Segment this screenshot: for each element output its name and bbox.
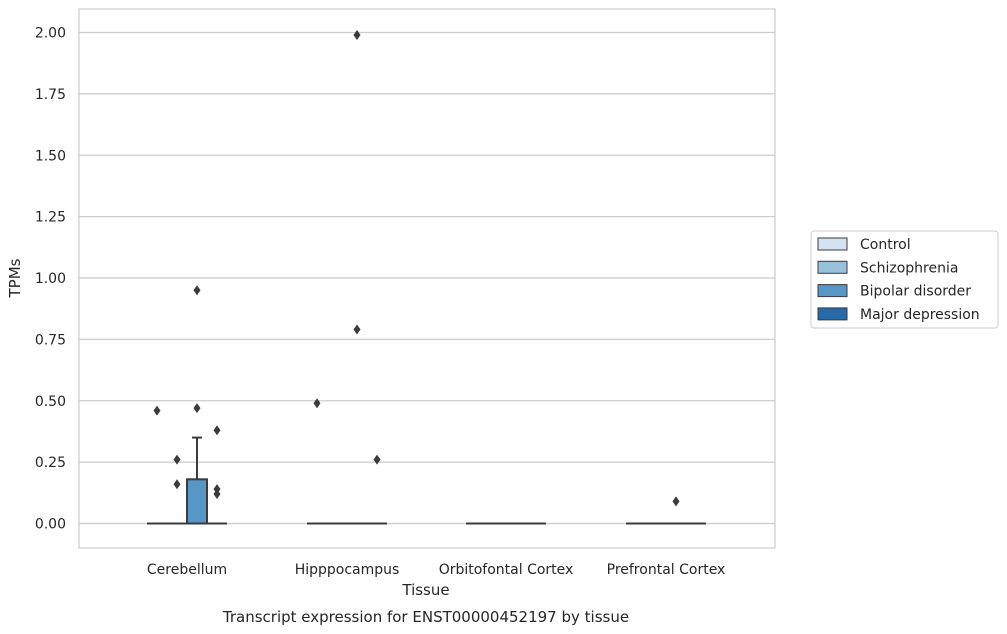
box-2-1 (347, 29, 367, 525)
box-3-0 (207, 425, 227, 525)
legend-swatch (817, 260, 848, 274)
box-0-0 (147, 405, 167, 525)
box-2-3 (666, 496, 686, 525)
legend-entry: Control (860, 237, 911, 253)
legend-swatch (817, 307, 848, 321)
y-tick-label: 0.75 (35, 332, 66, 348)
box-0-1 (307, 398, 327, 525)
y-tick-label: 1.75 (35, 87, 66, 103)
outlier-point (173, 479, 181, 490)
box-iqr (186, 478, 208, 525)
y-tick-labels: 0.00 0.25 0.50 0.75 1.00 1.25 1.50 1.75 2.00 (35, 26, 66, 533)
outlier-point (373, 454, 381, 465)
y-axis-label: TPMs (6, 258, 24, 298)
box-2-0 (186, 285, 208, 525)
y-tick-label: 0.00 (35, 517, 66, 533)
x-axis-label: Tissue (401, 581, 449, 599)
grid-lines (79, 31, 775, 525)
x-tick-label: Hipppocampus (295, 562, 400, 578)
outlier-point (353, 324, 361, 335)
y-tick-label: 1.00 (35, 271, 66, 287)
outlier-point (193, 285, 201, 296)
chart-caption: Transcript expression for ENST0000045219… (222, 608, 629, 626)
outlier-point (672, 496, 680, 507)
legend-entry: Bipolar disorder (860, 284, 971, 300)
y-tick-label: 0.25 (35, 455, 66, 471)
box-3-1 (367, 454, 387, 525)
box-1-0 (167, 454, 187, 525)
x-tick-label: Cerebellum (147, 562, 227, 578)
y-tick-label: 2.00 (35, 26, 66, 42)
x-tick-label: Orbitofontal Cortex (439, 562, 574, 578)
outlier-point (193, 403, 201, 414)
legend-entry: Schizophrenia (860, 260, 958, 276)
legend: Control Schizophrenia Bipolar disorder Majo… (810, 230, 999, 329)
plot-frame (78, 8, 776, 549)
x-tick-labels: Cerebellum Hipppocampus Orbitofontal Corte… (147, 562, 725, 578)
boxes (147, 29, 706, 525)
legend-swatch (817, 284, 848, 298)
outlier-point (213, 425, 221, 436)
y-tick-label: 1.25 (35, 210, 66, 226)
x-tick-label: Prefrontal Cortex (607, 562, 726, 578)
legend-frame (810, 230, 999, 329)
legend-entry: Major depression (860, 307, 980, 323)
legend-swatch (817, 237, 848, 251)
outlier-point (213, 489, 221, 500)
y-tick-label: 0.50 (35, 394, 66, 410)
y-tick-label: 1.50 (35, 148, 66, 164)
outlier-point (173, 454, 181, 465)
outlier-point (153, 405, 161, 416)
outlier-point (313, 398, 321, 409)
outlier-point (353, 29, 361, 40)
